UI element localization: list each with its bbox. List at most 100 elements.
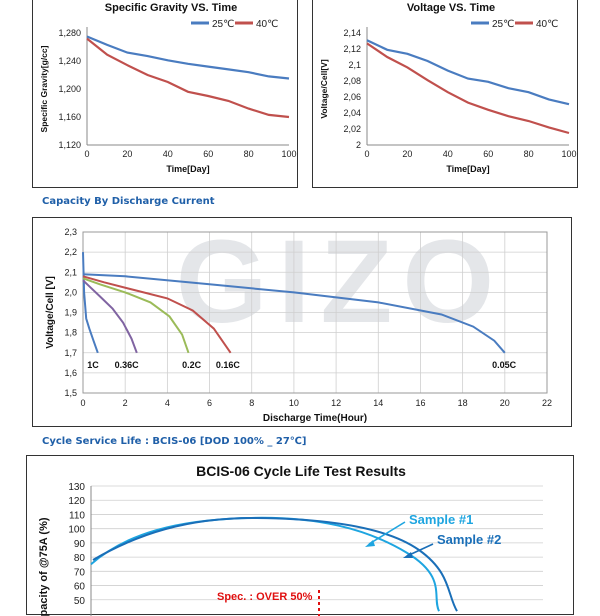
x-tick-label: 100 — [561, 149, 576, 159]
sample-1-label: Sample #1 — [409, 512, 473, 527]
y-axis-label: Voltage/Cell[V] — [319, 59, 329, 119]
voltage-time-chart-box: Voltage VS. Time 25℃ 40℃ 2 2,02 2,04 2,06 2,08 2… — [312, 0, 578, 188]
y-tick-label: 2,0 — [64, 287, 77, 297]
discharge-curve-0.16C — [82, 275, 232, 354]
specific-gravity-chart-box: Specific Gravity VS. Time 25℃ 40℃ 1,120 1,16… — [32, 0, 298, 188]
y-tick-label: 1,160 — [58, 112, 81, 122]
curve-label: 0.05C — [492, 360, 517, 370]
y-tick-label: 2,3 — [64, 227, 77, 237]
y-tick-label: 1,120 — [58, 140, 81, 150]
y-tick-label: 2,1 — [348, 60, 361, 70]
voltage-time-chart: Voltage VS. Time 25℃ 40℃ 2 2,02 2,04 2,06 2,08 2… — [319, 2, 577, 174]
chart-title: BCIS-06 Cycle Life Test Results — [196, 463, 406, 479]
y-tick-label: 1,280 — [58, 28, 81, 38]
legend-label: 25℃ — [492, 19, 514, 30]
x-tick-label: 4 — [165, 398, 170, 408]
y-tick-label: 120 — [68, 496, 85, 507]
y-tick-label: 2 — [356, 140, 361, 150]
x-tick-label: 22 — [542, 398, 552, 408]
y-tick-label: 1,200 — [58, 84, 81, 94]
y-tick-label: 50 — [74, 596, 86, 607]
y-tick-label: 70 — [74, 567, 86, 578]
x-tick-label: 2 — [123, 398, 128, 408]
x-tick-label: 6 — [207, 398, 212, 408]
sample-2-curve — [92, 516, 458, 612]
x-axis-label: Time[Day] — [446, 164, 489, 174]
y-tick-label: 130 — [68, 482, 85, 493]
y-axis-label: Voltage/Cell [V] — [45, 276, 56, 349]
curve-label: 1C — [87, 360, 99, 370]
series-line-2 — [366, 42, 570, 135]
y-tick-label: 1,6 — [64, 368, 77, 378]
y-tick-label: 90 — [74, 539, 86, 550]
x-tick-label: 20 — [402, 149, 412, 159]
x-tick-label: 40 — [443, 149, 453, 159]
y-tick-label: 2,06 — [343, 92, 361, 102]
x-axis-label: Time[Day] — [166, 164, 209, 174]
y-tick-label: 2,1 — [64, 267, 77, 277]
x-tick-label: 0 — [80, 398, 85, 408]
sample-2-arrowhead — [403, 552, 413, 558]
y-tick-label: 2,12 — [343, 44, 361, 54]
capacity-section-title: Capacity By Discharge Current — [42, 196, 215, 207]
y-tick-label: 2,02 — [343, 124, 361, 134]
x-tick-label: 16 — [415, 398, 425, 408]
y-axis-label: Specific Gravity[g/cc] — [39, 45, 49, 132]
discharge-curve-0.36C — [82, 279, 138, 354]
legend-label: 25℃ — [212, 19, 234, 30]
cycle-life-chart-box: BCIS-06 Cycle Life Test Results 130 120 110… — [26, 455, 574, 616]
y-tick-label: 60 — [74, 582, 86, 593]
x-tick-label: 60 — [483, 149, 493, 159]
x-tick-label: 60 — [203, 149, 213, 159]
y-tick-label: 1,7 — [64, 348, 77, 358]
x-tick-label: 14 — [373, 398, 383, 408]
x-tick-label: 100 — [281, 149, 296, 159]
y-tick-label: 100 — [68, 525, 85, 536]
y-tick-label: 2,08 — [343, 76, 361, 86]
curve-label: 0.2C — [182, 360, 202, 370]
x-tick-label: 18 — [458, 398, 468, 408]
x-tick-label: 0 — [364, 149, 369, 159]
y-tick-label: 1,240 — [58, 56, 81, 66]
y-tick-label: 1,5 — [64, 388, 77, 398]
x-tick-label: 8 — [249, 398, 254, 408]
discharge-chart: 1,5 1,6 1,7 1,8 1,9 2,0 2,1 2,2 2,3 0 2 4 6 8 10 12 14 16… — [45, 227, 552, 424]
x-tick-label: 10 — [289, 398, 299, 408]
discharge-curve-0.2C — [82, 277, 190, 354]
series-line-2 — [86, 37, 290, 119]
sample-2-label: Sample #2 — [437, 532, 501, 547]
discharge-curve-0.05C — [82, 273, 506, 354]
x-axis-label: Discharge Time(Hour) — [263, 413, 367, 424]
specific-gravity-chart: Specific Gravity VS. Time 25℃ 40℃ 1,120 1,16… — [39, 2, 297, 174]
x-tick-label: 20 — [500, 398, 510, 408]
x-tick-label: 12 — [331, 398, 341, 408]
legend-label: 40℃ — [536, 19, 558, 30]
y-tick-label: 110 — [69, 510, 85, 521]
sample-1-arrow — [368, 521, 406, 545]
x-tick-label: 80 — [244, 149, 254, 159]
series-line-1 — [86, 35, 290, 80]
legend-label: 40℃ — [256, 19, 278, 30]
y-tick-label: 2,04 — [343, 108, 361, 118]
curve-label: 0.36C — [115, 360, 140, 370]
x-tick-label: 20 — [122, 149, 132, 159]
chart-title: Specific Gravity VS. Time — [105, 2, 237, 14]
y-tick-label: 1,9 — [64, 308, 77, 318]
cycle-life-chart: BCIS-06 Cycle Life Test Results 130 120 110… — [38, 463, 543, 616]
y-tick-label: 2,14 — [343, 28, 361, 38]
series-line-1 — [366, 39, 570, 106]
y-tick-label: 2,2 — [64, 247, 77, 257]
sample-1-arrowhead — [365, 540, 375, 547]
plot-frame — [82, 231, 548, 394]
discharge-chart-box: 1,5 1,6 1,7 1,8 1,9 2,0 2,1 2,2 2,3 0 2 4 6 8 10 12 14 16… — [32, 217, 572, 427]
y-tick-label: 1,8 — [64, 328, 77, 338]
x-tick-label: 40 — [163, 149, 173, 159]
y-axis-label: Capacity of @75A (%) — [38, 517, 50, 616]
chart-title: Voltage VS. Time — [407, 2, 495, 14]
y-tick-label: 80 — [74, 553, 86, 564]
spec-annotation: Spec. : OVER 50% — [217, 591, 313, 603]
curve-label: 0.16C — [216, 360, 241, 370]
cycle-section-title: Cycle Service Life : BCIS-06 [DOD 100% _… — [42, 436, 307, 447]
x-tick-label: 80 — [524, 149, 534, 159]
x-tick-label: 0 — [84, 149, 89, 159]
